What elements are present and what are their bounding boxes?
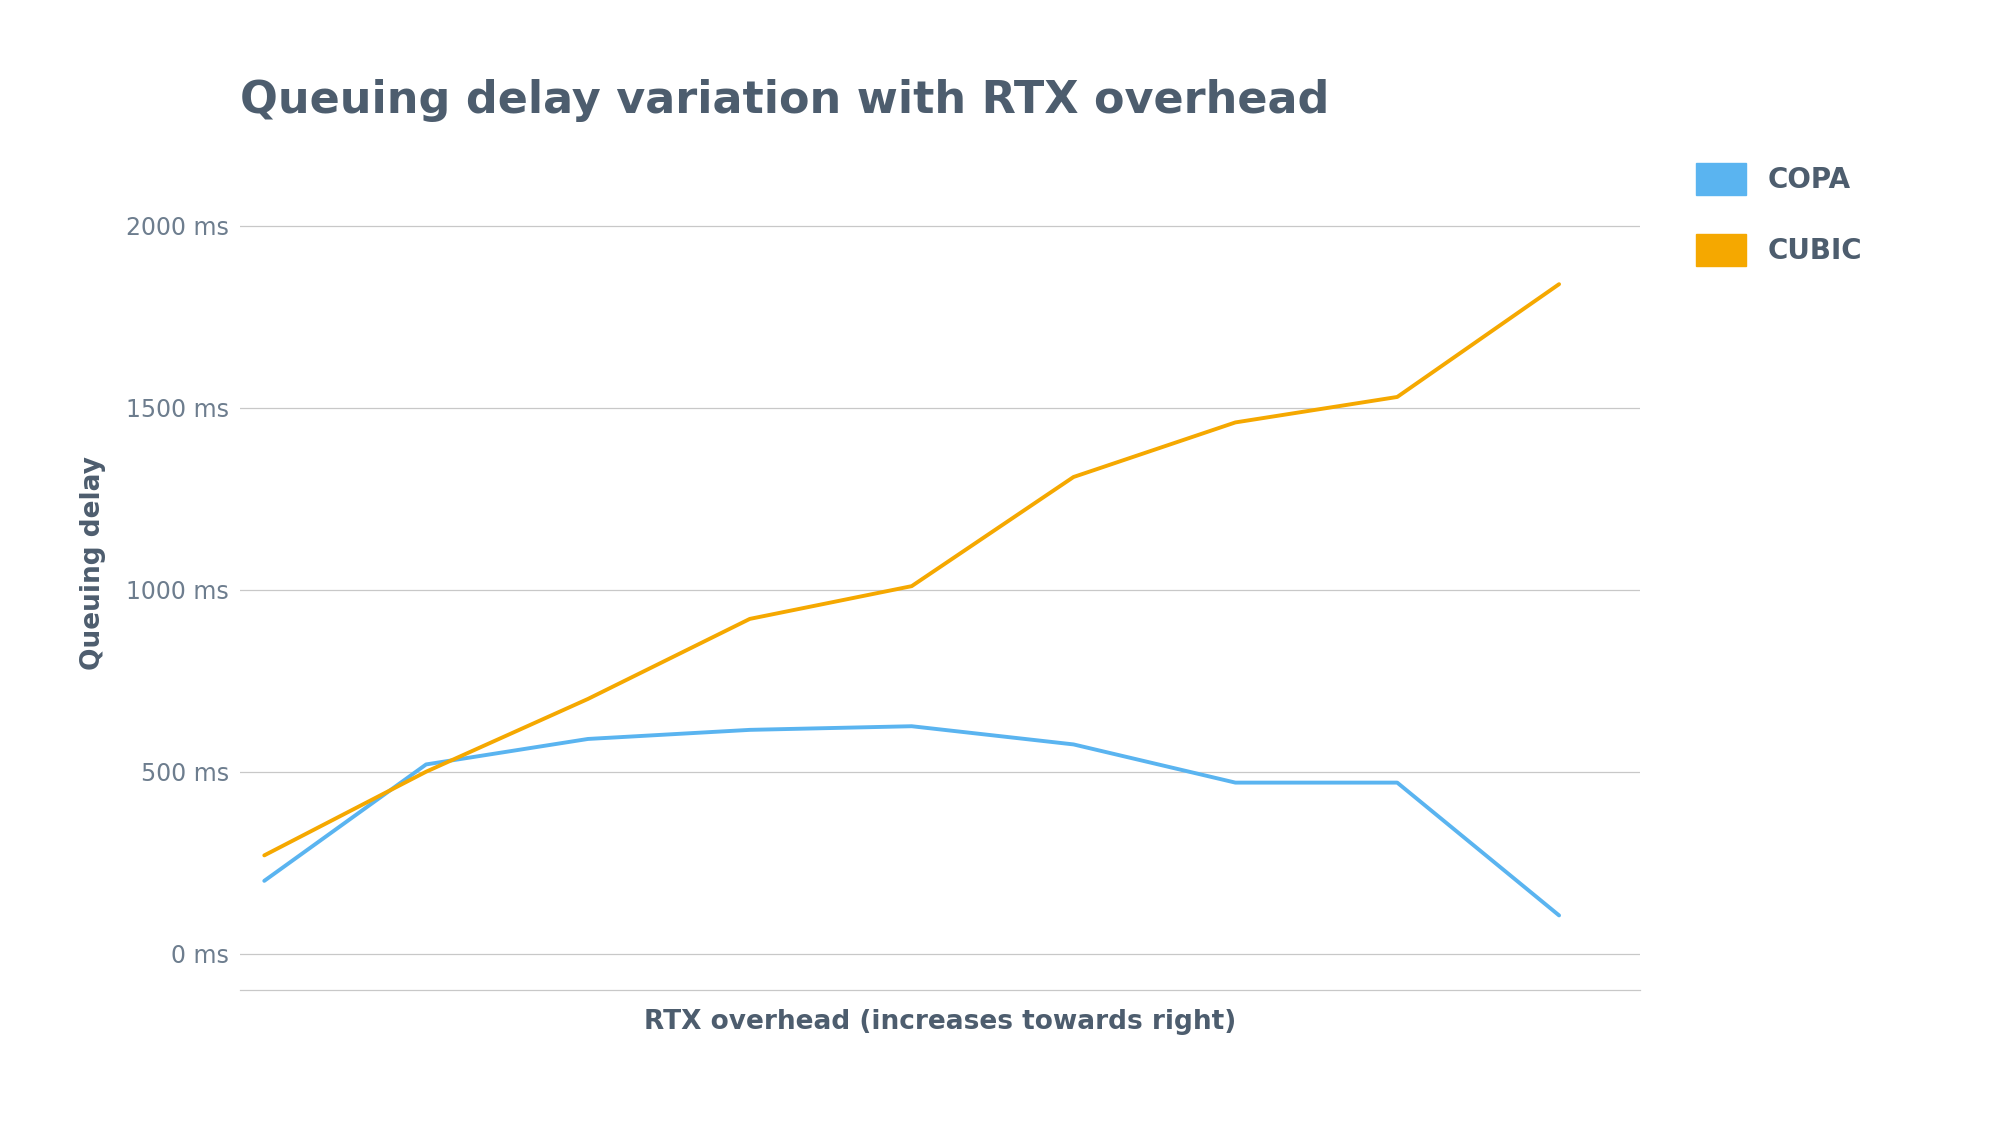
Y-axis label: Queuing delay: Queuing delay [80,456,106,669]
Text: Queuing delay variation with RTX overhead: Queuing delay variation with RTX overhea… [240,79,1330,122]
Legend: COPA, CUBIC: COPA, CUBIC [1682,148,1876,280]
X-axis label: RTX overhead (increases towards right): RTX overhead (increases towards right) [644,1009,1236,1035]
